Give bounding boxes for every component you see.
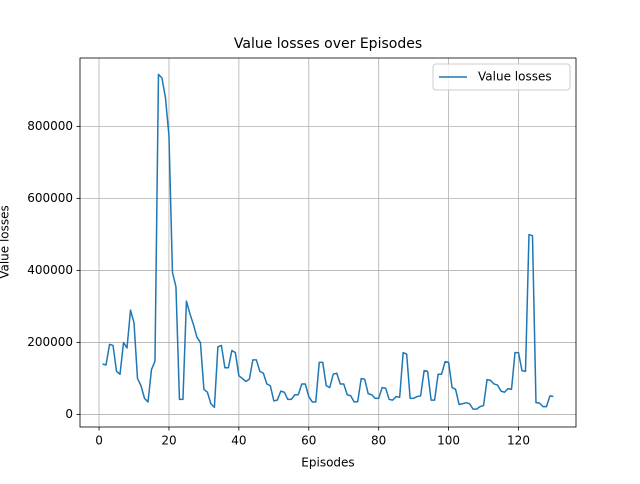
y-tick-label: 0 <box>65 407 73 421</box>
x-tick-label: 40 <box>231 434 246 448</box>
y-tick-label: 800000 <box>27 119 73 133</box>
line-series <box>102 73 554 410</box>
y-tick-label: 400000 <box>27 263 73 277</box>
chart-title: Value losses over Episodes <box>234 36 422 52</box>
y-tick-label: 600000 <box>27 191 73 205</box>
x-tick-label: 0 <box>95 434 103 448</box>
x-tick-label: 100 <box>437 434 460 448</box>
y-tick-label: 200000 <box>27 335 73 349</box>
x-tick-label: 80 <box>371 434 386 448</box>
x-tick-label: 20 <box>161 434 176 448</box>
axes-frame <box>79 57 577 428</box>
legend-label: Value losses <box>478 70 552 84</box>
x-axis-label: Episodes <box>301 456 354 470</box>
x-tick-label: 120 <box>507 434 530 448</box>
x-tick-label: 60 <box>301 434 316 448</box>
y-axis-label: Value losses <box>0 205 12 279</box>
legend-box <box>432 63 571 91</box>
